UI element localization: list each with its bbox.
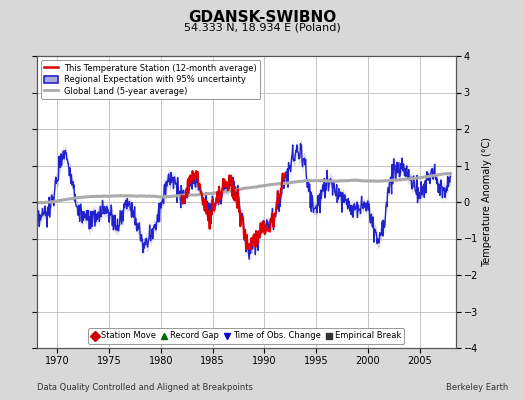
Text: 54.333 N, 18.934 E (Poland): 54.333 N, 18.934 E (Poland) <box>183 22 341 32</box>
Y-axis label: Temperature Anomaly (°C): Temperature Anomaly (°C) <box>482 137 492 267</box>
Legend: Station Move, Record Gap, Time of Obs. Change, Empirical Break: Station Move, Record Gap, Time of Obs. C… <box>88 328 405 344</box>
Text: GDANSK-SWIBNO: GDANSK-SWIBNO <box>188 10 336 25</box>
Text: Berkeley Earth: Berkeley Earth <box>446 383 508 392</box>
Text: Data Quality Controlled and Aligned at Breakpoints: Data Quality Controlled and Aligned at B… <box>37 383 253 392</box>
